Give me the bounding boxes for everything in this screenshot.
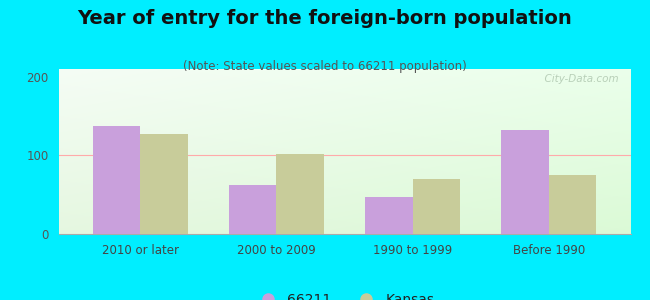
Bar [276,154,324,234]
Bar [413,179,460,234]
Legend: 66211, Kansas: 66211, Kansas [248,288,441,300]
Bar [229,184,276,234]
Bar [92,126,140,234]
Text: (Note: State values scaled to 66211 population): (Note: State values scaled to 66211 popu… [183,60,467,73]
Bar [140,134,188,234]
Bar [549,175,597,234]
Bar [501,130,549,234]
Bar [365,197,413,234]
Text: City-Data.com: City-Data.com [538,74,619,84]
Text: Year of entry for the foreign-born population: Year of entry for the foreign-born popul… [77,9,573,28]
